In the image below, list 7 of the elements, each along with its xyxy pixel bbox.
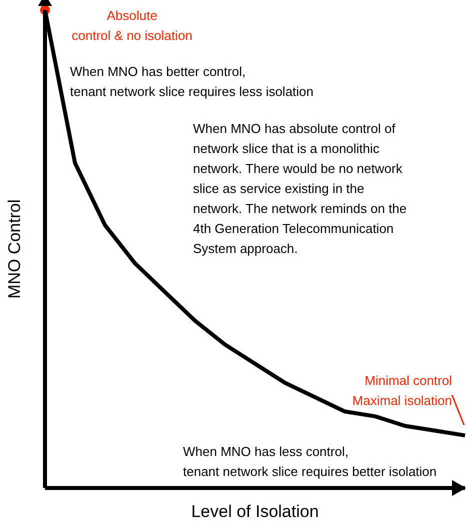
annotation: Absolute control & no isolation [70, 7, 194, 45]
annotation: When MNO has absolute control of network slice that is a monolithic network. There would be no network slice as service existing in the network. The network reminds on the 4th Generation Telecommunication System approach. [193, 120, 407, 258]
annotation: Minimal control Maximal isolation [351, 372, 452, 410]
annotation: When MNO has less control, tenant network slice requires better isolation [183, 443, 437, 481]
y-axis-title: MNO Control [5, 199, 24, 299]
x-axis-title: Level of Isolation [191, 502, 319, 521]
annotation: When MNO has better control, tenant network slice requires less isolation [70, 63, 314, 101]
